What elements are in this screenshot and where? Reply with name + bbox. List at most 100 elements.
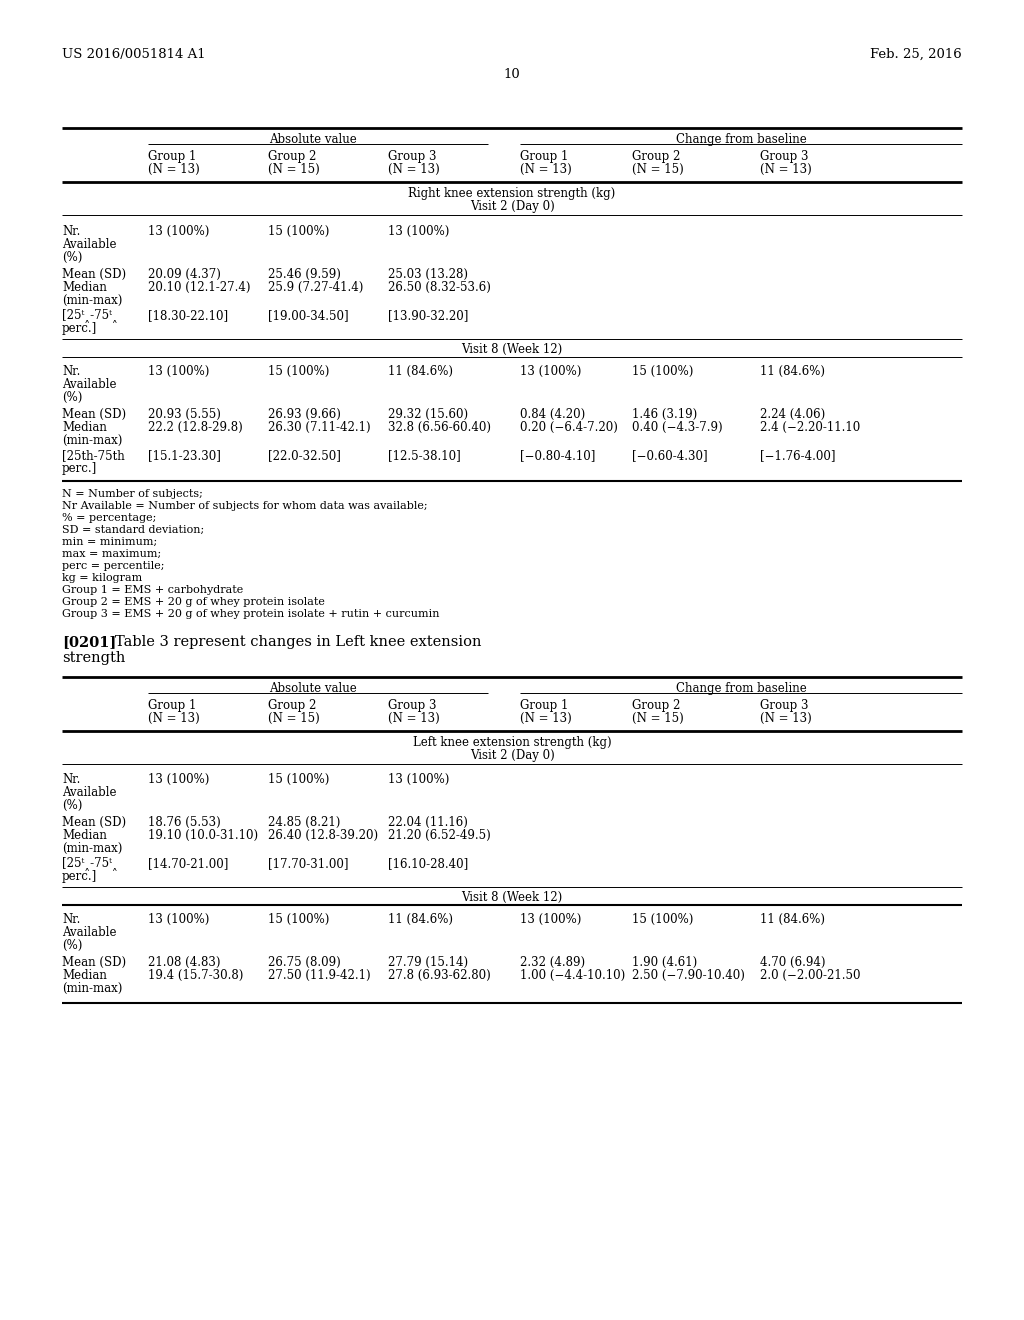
Text: (%): (%): [62, 939, 82, 952]
Text: 13 (100%): 13 (100%): [148, 224, 209, 238]
Text: Available: Available: [62, 785, 117, 799]
Text: 13 (100%): 13 (100%): [520, 366, 582, 378]
Text: Group 3: Group 3: [760, 150, 809, 162]
Text: [15.1-23.30]: [15.1-23.30]: [148, 449, 221, 462]
Text: 26.40 (12.8-39.20): 26.40 (12.8-39.20): [268, 829, 378, 842]
Text: 22.2 (12.8-29.8): 22.2 (12.8-29.8): [148, 421, 243, 434]
Text: kg = kilogram: kg = kilogram: [62, 573, 142, 583]
Text: 2.4 (−2.20-11.10: 2.4 (−2.20-11.10: [760, 421, 860, 434]
Text: perc.]: perc.]: [62, 322, 97, 335]
Text: 21.08 (4.83): 21.08 (4.83): [148, 956, 220, 969]
Text: Feb. 25, 2016: Feb. 25, 2016: [870, 48, 962, 61]
Text: 1.00 (−4.4-10.10): 1.00 (−4.4-10.10): [520, 969, 626, 982]
Text: (N = 15): (N = 15): [632, 162, 684, 176]
Text: Mean (SD): Mean (SD): [62, 268, 126, 281]
Text: 26.93 (9.66): 26.93 (9.66): [268, 408, 341, 421]
Text: Visit 2 (Day 0): Visit 2 (Day 0): [470, 201, 554, 213]
Text: 2.24 (4.06): 2.24 (4.06): [760, 408, 825, 421]
Text: 11 (84.6%): 11 (84.6%): [760, 913, 825, 927]
Text: 15 (100%): 15 (100%): [632, 366, 693, 378]
Text: 11 (84.6%): 11 (84.6%): [388, 366, 453, 378]
Text: Group 1: Group 1: [520, 700, 568, 711]
Text: (N = 13): (N = 13): [148, 711, 200, 725]
Text: (%): (%): [62, 251, 82, 264]
Text: Median: Median: [62, 421, 106, 434]
Text: Right knee extension strength (kg): Right knee extension strength (kg): [409, 187, 615, 201]
Text: (min-max): (min-max): [62, 842, 123, 855]
Text: 27.8 (6.93-62.80): 27.8 (6.93-62.80): [388, 969, 490, 982]
Text: (N = 15): (N = 15): [268, 162, 319, 176]
Text: Change from baseline: Change from baseline: [676, 682, 806, 696]
Text: [16.10-28.40]: [16.10-28.40]: [388, 857, 468, 870]
Text: 13 (100%): 13 (100%): [148, 913, 209, 927]
Text: [18.30-22.10]: [18.30-22.10]: [148, 309, 228, 322]
Text: Group 3: Group 3: [760, 700, 809, 711]
Text: 15 (100%): 15 (100%): [268, 366, 330, 378]
Text: 15 (100%): 15 (100%): [632, 913, 693, 927]
Text: Median: Median: [62, 829, 106, 842]
Text: min = minimum;: min = minimum;: [62, 537, 158, 546]
Text: perc.]: perc.]: [62, 870, 97, 883]
Text: 2.32 (4.89): 2.32 (4.89): [520, 956, 585, 969]
Text: Nr.: Nr.: [62, 366, 80, 378]
Text: 4.70 (6.94): 4.70 (6.94): [760, 956, 825, 969]
Text: (N = 13): (N = 13): [760, 162, 812, 176]
Text: 26.75 (8.09): 26.75 (8.09): [268, 956, 341, 969]
Text: Absolute value: Absolute value: [269, 682, 357, 696]
Text: 29.32 (15.60): 29.32 (15.60): [388, 408, 468, 421]
Text: Median: Median: [62, 281, 106, 294]
Text: 15 (100%): 15 (100%): [268, 774, 330, 785]
Text: N = Number of subjects;: N = Number of subjects;: [62, 488, 203, 499]
Text: 11 (84.6%): 11 (84.6%): [760, 366, 825, 378]
Text: 19.4 (15.7-30.8): 19.4 (15.7-30.8): [148, 969, 244, 982]
Text: [−0.80-4.10]: [−0.80-4.10]: [520, 449, 595, 462]
Text: Nr.: Nr.: [62, 224, 80, 238]
Text: Mean (SD): Mean (SD): [62, 956, 126, 969]
Text: Change from baseline: Change from baseline: [676, 133, 806, 147]
Text: Mean (SD): Mean (SD): [62, 408, 126, 421]
Text: 20.10 (12.1-27.4): 20.10 (12.1-27.4): [148, 281, 251, 294]
Text: (min-max): (min-max): [62, 294, 123, 308]
Text: max = maximum;: max = maximum;: [62, 549, 161, 558]
Text: Nr.: Nr.: [62, 774, 80, 785]
Text: Absolute value: Absolute value: [269, 133, 357, 147]
Text: (min-max): (min-max): [62, 434, 123, 447]
Text: 20.93 (5.55): 20.93 (5.55): [148, 408, 221, 421]
Text: [−1.76-4.00]: [−1.76-4.00]: [760, 449, 836, 462]
Text: Available: Available: [62, 378, 117, 391]
Text: 10: 10: [504, 69, 520, 81]
Text: 18.76 (5.53): 18.76 (5.53): [148, 816, 221, 829]
Text: [25ᵗ˰-75ᵗ˰: [25ᵗ˰-75ᵗ˰: [62, 309, 118, 323]
Text: Group 2: Group 2: [632, 150, 680, 162]
Text: 15 (100%): 15 (100%): [268, 224, 330, 238]
Text: [13.90-32.20]: [13.90-32.20]: [388, 309, 468, 322]
Text: [22.0-32.50]: [22.0-32.50]: [268, 449, 341, 462]
Text: Group 1: Group 1: [520, 150, 568, 162]
Text: (N = 13): (N = 13): [520, 162, 571, 176]
Text: 26.50 (8.32-53.6): 26.50 (8.32-53.6): [388, 281, 490, 294]
Text: [17.70-31.00]: [17.70-31.00]: [268, 857, 348, 870]
Text: Group 1: Group 1: [148, 700, 197, 711]
Text: [14.70-21.00]: [14.70-21.00]: [148, 857, 228, 870]
Text: 32.8 (6.56-60.40): 32.8 (6.56-60.40): [388, 421, 490, 434]
Text: 13 (100%): 13 (100%): [148, 366, 209, 378]
Text: (N = 13): (N = 13): [388, 162, 439, 176]
Text: 22.04 (11.16): 22.04 (11.16): [388, 816, 468, 829]
Text: Visit 8 (Week 12): Visit 8 (Week 12): [462, 891, 562, 904]
Text: 13 (100%): 13 (100%): [148, 774, 209, 785]
Text: (N = 13): (N = 13): [388, 711, 439, 725]
Text: Group 2: Group 2: [268, 150, 316, 162]
Text: [25th-75th: [25th-75th: [62, 449, 125, 462]
Text: (N = 15): (N = 15): [268, 711, 319, 725]
Text: 19.10 (10.0-31.10): 19.10 (10.0-31.10): [148, 829, 258, 842]
Text: perc = percentile;: perc = percentile;: [62, 561, 165, 572]
Text: perc.]: perc.]: [62, 462, 97, 475]
Text: 2.50 (−7.90-10.40): 2.50 (−7.90-10.40): [632, 969, 744, 982]
Text: Group 3: Group 3: [388, 150, 436, 162]
Text: Visit 2 (Day 0): Visit 2 (Day 0): [470, 748, 554, 762]
Text: [12.5-38.10]: [12.5-38.10]: [388, 449, 461, 462]
Text: 1.90 (4.61): 1.90 (4.61): [632, 956, 697, 969]
Text: [25ᵗ˰-75ᵗ˰: [25ᵗ˰-75ᵗ˰: [62, 857, 118, 871]
Text: 13 (100%): 13 (100%): [388, 224, 450, 238]
Text: Nr Available = Number of subjects for whom data was available;: Nr Available = Number of subjects for wh…: [62, 502, 428, 511]
